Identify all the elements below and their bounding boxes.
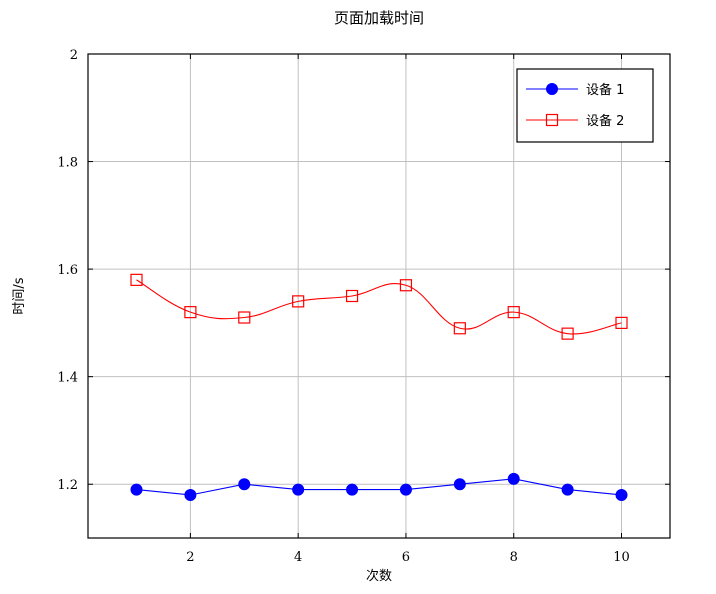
series-2-point [453, 322, 466, 335]
series-2-point [238, 311, 251, 324]
plot-frame [87, 53, 671, 539]
legend-label: 设备 2 [586, 113, 624, 129]
y-tick-label: 1.4 [57, 371, 78, 386]
series-2-point [130, 273, 143, 286]
x-tick-label: 4 [294, 550, 302, 565]
series-1-point [615, 488, 628, 501]
series-1-point [292, 483, 305, 496]
y-tick-label: 2 [70, 48, 78, 63]
series-1-point [184, 488, 197, 501]
x-tick-label: 2 [186, 550, 194, 565]
series-1-point [238, 478, 251, 491]
legend: 设备 1 设备 2 [516, 68, 654, 143]
series-1-point [507, 472, 520, 485]
series-2-point [561, 327, 574, 340]
series-1-point [561, 483, 574, 496]
legend-swatch-marker [545, 113, 559, 127]
series-2-line [136, 279, 622, 335]
series-1-point [130, 483, 143, 496]
series-2-point [615, 316, 628, 329]
series-1-point [346, 483, 359, 496]
series-2-point [345, 289, 359, 303]
series-1-point [399, 483, 412, 496]
legend-box [516, 68, 654, 143]
series-2-point [399, 279, 413, 292]
legend-entry-1: 设备 1 [526, 82, 624, 98]
series-layer [130, 273, 628, 501]
series-2 [130, 273, 628, 340]
series-2-point [507, 306, 520, 319]
legend-swatch-marker [546, 83, 558, 95]
y-tick-label: 1.8 [57, 156, 78, 171]
x-tick-label: 6 [402, 550, 410, 565]
x-tick-label: 8 [510, 550, 518, 565]
legend-entry-2: 设备 2 [526, 113, 624, 129]
series-1-point [453, 478, 466, 491]
series-2-point [292, 295, 305, 308]
series-1 [130, 472, 628, 501]
legend-label: 设备 1 [586, 82, 624, 98]
x-tick-label: 10 [613, 550, 630, 565]
x-axis-label: 次数 [366, 568, 392, 584]
axis-ticks: 2 4 6 8 10 1.2 1.4 1.6 1.8 2 [57, 48, 670, 565]
series-2-point [184, 306, 197, 319]
series-1-line [136, 478, 622, 496]
y-tick-label: 1.6 [57, 263, 78, 278]
y-tick-label: 1.2 [57, 478, 78, 493]
chart-title: 页面加载时间 [334, 9, 424, 27]
y-axis-label: 时间/s [12, 277, 27, 314]
